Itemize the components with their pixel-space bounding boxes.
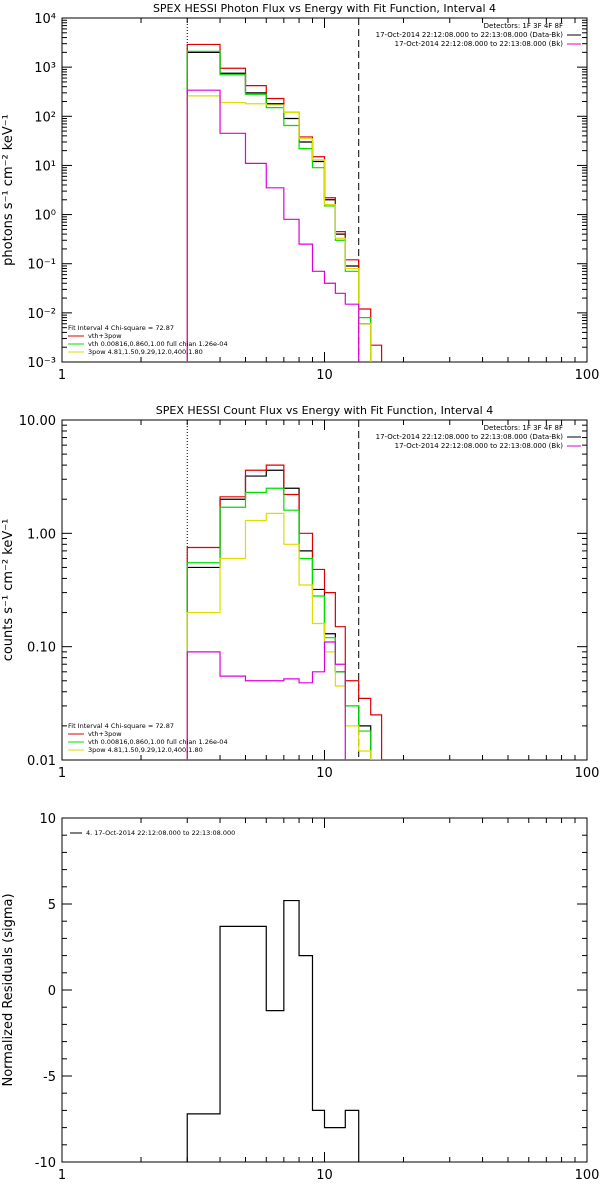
y-tick-label: 10⁻²	[27, 307, 56, 322]
x-tick-label: 100	[575, 766, 600, 781]
y-tick-label: 10	[39, 812, 56, 827]
x-tick-label: 100	[575, 1168, 600, 1183]
x-tick-label: 10	[316, 766, 333, 781]
y-tick-label: 10⁻³	[27, 356, 56, 371]
y-axis-label: counts s⁻¹ cm⁻² keV⁻¹	[1, 519, 16, 662]
x-axis-ticks	[61, 420, 588, 760]
series-1-line	[186, 899, 360, 1162]
legend-entry: 17-Oct-2014 22:12:08.000 to 22:13:08.000…	[395, 442, 564, 450]
x-tick-label: 10	[316, 368, 333, 383]
y-tick-label: 10²	[34, 110, 56, 125]
legend-entry: vth 0.00816,0.860,1.00 full chian 1.26e-…	[88, 340, 228, 348]
y-axis-ticks	[62, 17, 587, 363]
legend-entry: 4. 17-Oct-2014 22:12:08.000 to 22:13:08.…	[86, 829, 235, 837]
legend-bottom-left: Fit Interval 4 Chi-square = 72.87vth+3po…	[68, 324, 228, 356]
series-4-line	[186, 512, 383, 760]
y-axis-label: Normalized Residuals (sigma)	[1, 893, 16, 1086]
legend-entry: 3pow 4.81,1.50,9.29,12.0,400,1.80	[88, 746, 203, 754]
chart-title: SPEX HESSI Count Flux vs Energy with Fit…	[156, 404, 493, 417]
y-tick-label: 10.00	[19, 414, 56, 429]
y-tick-label: 5	[48, 898, 56, 913]
legend-entry: 17-Oct-2014 22:12:08.000 to 22:13:08.000…	[395, 40, 564, 48]
y-tick-label: 10⁴	[34, 12, 56, 27]
legend-entry: vth+3pow	[88, 332, 122, 340]
chart-panel-1: SPEX HESSI Photon Flux vs Energy with Fi…	[1, 2, 599, 383]
legend-bottom-left: Fit Interval 4 Chi-square = 72.87vth+3po…	[68, 722, 228, 754]
y-tick-label: 10⁻¹	[27, 258, 56, 273]
y-axis-ticks	[62, 419, 587, 761]
legend-entry: Fit Interval 4 Chi-square = 72.87	[68, 722, 174, 730]
legend-entry: 17-Oct-2014 22:12:08.000 to 22:13:08.000…	[376, 433, 564, 441]
legend-entry: 3pow 4.81,1.50,9.29,12.0,400,1.80	[88, 348, 203, 356]
series-3-line	[186, 487, 382, 760]
y-axis-label: photons s⁻¹ cm⁻² keV⁻¹	[1, 114, 16, 266]
legend-entry: Fit Interval 4 Chi-square = 72.87	[68, 324, 174, 332]
x-tick-label: 1	[58, 368, 66, 383]
series-group	[186, 464, 383, 760]
series-5-line	[186, 641, 383, 760]
y-tick-label: 10⁰	[34, 209, 56, 224]
legend-top-left: 4. 17-Oct-2014 22:12:08.000 to 22:13:08.…	[70, 829, 235, 837]
chart-panel-2: SPEX HESSI Count Flux vs Energy with Fit…	[1, 404, 600, 781]
legend-entry: 17-Oct-2014 22:12:08.000 to 22:13:08.000…	[376, 31, 564, 39]
y-tick-label: 10³	[34, 61, 56, 76]
legend-entry: vth 0.00816,0.860,1.00 full chian 1.26e-…	[88, 738, 228, 746]
series-group	[186, 899, 360, 1162]
series-5-line	[186, 89, 383, 362]
chart-title: SPEX HESSI Photon Flux vs Energy with Fi…	[153, 2, 496, 15]
y-tick-label: 0	[48, 984, 56, 999]
series-4-line	[186, 95, 383, 362]
y-tick-label: -10	[35, 1156, 56, 1171]
y-tick-label: 1.00	[27, 527, 56, 542]
y-tick-label: 0.01	[27, 754, 56, 769]
y-tick-label: 0.10	[27, 641, 56, 656]
x-axis-ticks	[61, 818, 588, 1162]
legend-entry: vth+3pow	[88, 730, 122, 738]
x-tick-label: 10	[316, 1168, 333, 1183]
chart-panel-3: 1 10 100 -10 -5 0 5 10 Normalized Residuals (sig…	[1, 812, 599, 1183]
y-tick-label: -5	[43, 1070, 56, 1085]
legend-entry: Detectors: 1F 3F 4F 8F	[484, 424, 563, 432]
x-tick-label: 100	[575, 368, 600, 383]
series-group	[186, 43, 383, 362]
x-tick-label: 1	[58, 766, 66, 781]
x-tick-label: 1	[58, 1168, 66, 1183]
y-tick-label: 10¹	[34, 159, 56, 174]
y-axis-ticks	[62, 817, 587, 1163]
legend-entry: Detectors: 1F 3F 4F 8F	[484, 22, 563, 30]
